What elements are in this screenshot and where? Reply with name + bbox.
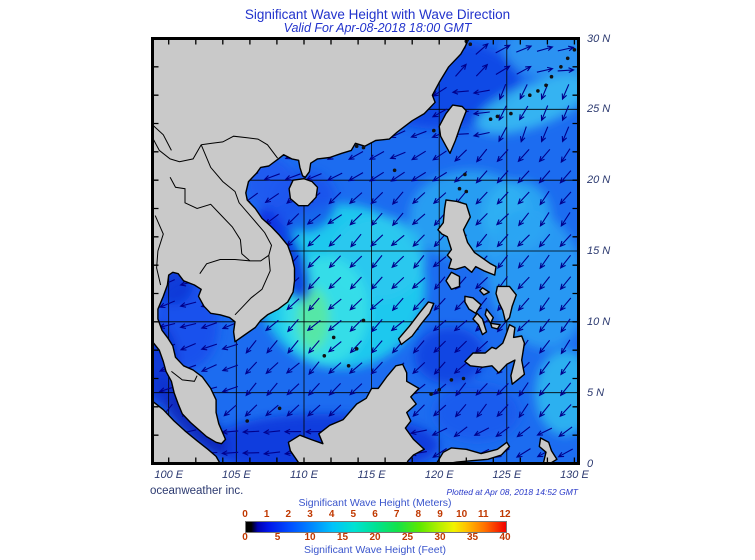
meters-tick-4: 4 bbox=[328, 509, 335, 520]
lon-label-130e: 130 E bbox=[560, 469, 589, 481]
axis-ticks bbox=[152, 37, 579, 465]
meters-tick-5: 5 bbox=[350, 509, 357, 520]
meters-tick-12: 12 bbox=[499, 509, 511, 520]
feet-tick-5: 5 bbox=[274, 532, 281, 543]
meters-tick-11: 11 bbox=[478, 509, 489, 520]
feet-tick-10: 10 bbox=[304, 532, 316, 543]
landmass-island-5 bbox=[495, 285, 517, 323]
landmass-island-4 bbox=[397, 301, 435, 346]
meters-tick-9: 9 bbox=[437, 509, 443, 520]
wave-height-map bbox=[151, 37, 580, 465]
lat-label-0: 0 bbox=[587, 457, 594, 470]
lon-label-120e: 120 E bbox=[424, 469, 454, 481]
feet-tick-25: 25 bbox=[401, 532, 414, 543]
lon-label-100e: 100 E bbox=[154, 469, 184, 481]
feet-tick-15: 15 bbox=[336, 532, 349, 543]
map-frame bbox=[151, 37, 580, 465]
landmass-island-6 bbox=[464, 295, 482, 314]
lon-label-105e: 105 E bbox=[221, 469, 251, 481]
feet-tick-40: 40 bbox=[499, 532, 511, 543]
lat-label-20n: 20 N bbox=[587, 174, 611, 187]
landmass-mainland-asia bbox=[152, 38, 470, 445]
lat-label-15n: 15 N bbox=[587, 245, 611, 257]
meters-tick-2: 2 bbox=[285, 509, 292, 520]
lon-label-110e: 110 E bbox=[289, 469, 318, 481]
landmass-island-9 bbox=[489, 322, 501, 330]
valid-time-subtitle: Valid For Apr-08-2018 18:00 GMT bbox=[283, 21, 472, 35]
meters-tick-1: 1 bbox=[263, 509, 270, 520]
credit-text: oceanweather inc. bbox=[150, 485, 244, 497]
lon-label-125e: 125 E bbox=[492, 469, 522, 481]
colorbar-gradient bbox=[245, 521, 507, 533]
map-svg bbox=[151, 37, 580, 465]
colorbar-feet-ticks: 0 5 10 15 20 25 30 35 40 bbox=[242, 532, 510, 543]
lat-label-30n: 30 N bbox=[587, 32, 611, 45]
colorbar-title-meters: Significant Wave Height (Meters) bbox=[298, 497, 452, 509]
meters-tick-7: 7 bbox=[393, 509, 400, 520]
meters-tick-8: 8 bbox=[415, 509, 422, 520]
landmass-island-3 bbox=[445, 271, 461, 290]
feet-tick-35: 35 bbox=[466, 532, 479, 543]
lon-label-115e: 115 E bbox=[357, 469, 386, 481]
landmass bbox=[152, 38, 558, 464]
colorbar-meters-ticks: 0 1 2 3 4 5 6 7 8 9 10 11 12 bbox=[242, 509, 510, 520]
lat-label-25n: 25 N bbox=[587, 103, 611, 116]
page-title: Significant Wave Height with Wave Direct… bbox=[244, 7, 511, 22]
plotted-at-text: Plotted at Apr 08, 2018 14:52 GMT bbox=[446, 487, 578, 497]
landmass-island-7 bbox=[472, 312, 488, 336]
lat-label-5n: 5 N bbox=[587, 386, 605, 399]
small-islands bbox=[245, 39, 577, 423]
landmass-island-10 bbox=[479, 287, 490, 296]
landmass-island-13 bbox=[152, 400, 221, 464]
feet-tick-30: 30 bbox=[434, 532, 446, 543]
colorbar-title-feet: Significant Wave Height (Feet) bbox=[303, 544, 446, 556]
landmass-island-15 bbox=[538, 437, 558, 464]
country-borders bbox=[152, 124, 278, 382]
lat-label-10n: 10 N bbox=[587, 315, 611, 328]
landmass-island-14 bbox=[435, 441, 511, 464]
landmass-island-12 bbox=[287, 363, 425, 464]
feet-tick-0: 0 bbox=[242, 532, 248, 543]
landmass-island-2 bbox=[437, 199, 497, 276]
landmass-island-1 bbox=[438, 104, 467, 154]
landmass-island-0 bbox=[288, 178, 319, 207]
feet-tick-20: 20 bbox=[369, 532, 381, 543]
landmass-island-11 bbox=[464, 324, 526, 385]
meters-tick-3: 3 bbox=[307, 509, 313, 520]
meters-tick-6: 6 bbox=[372, 509, 378, 520]
meters-tick-10: 10 bbox=[456, 509, 468, 520]
meters-tick-0: 0 bbox=[242, 509, 248, 520]
